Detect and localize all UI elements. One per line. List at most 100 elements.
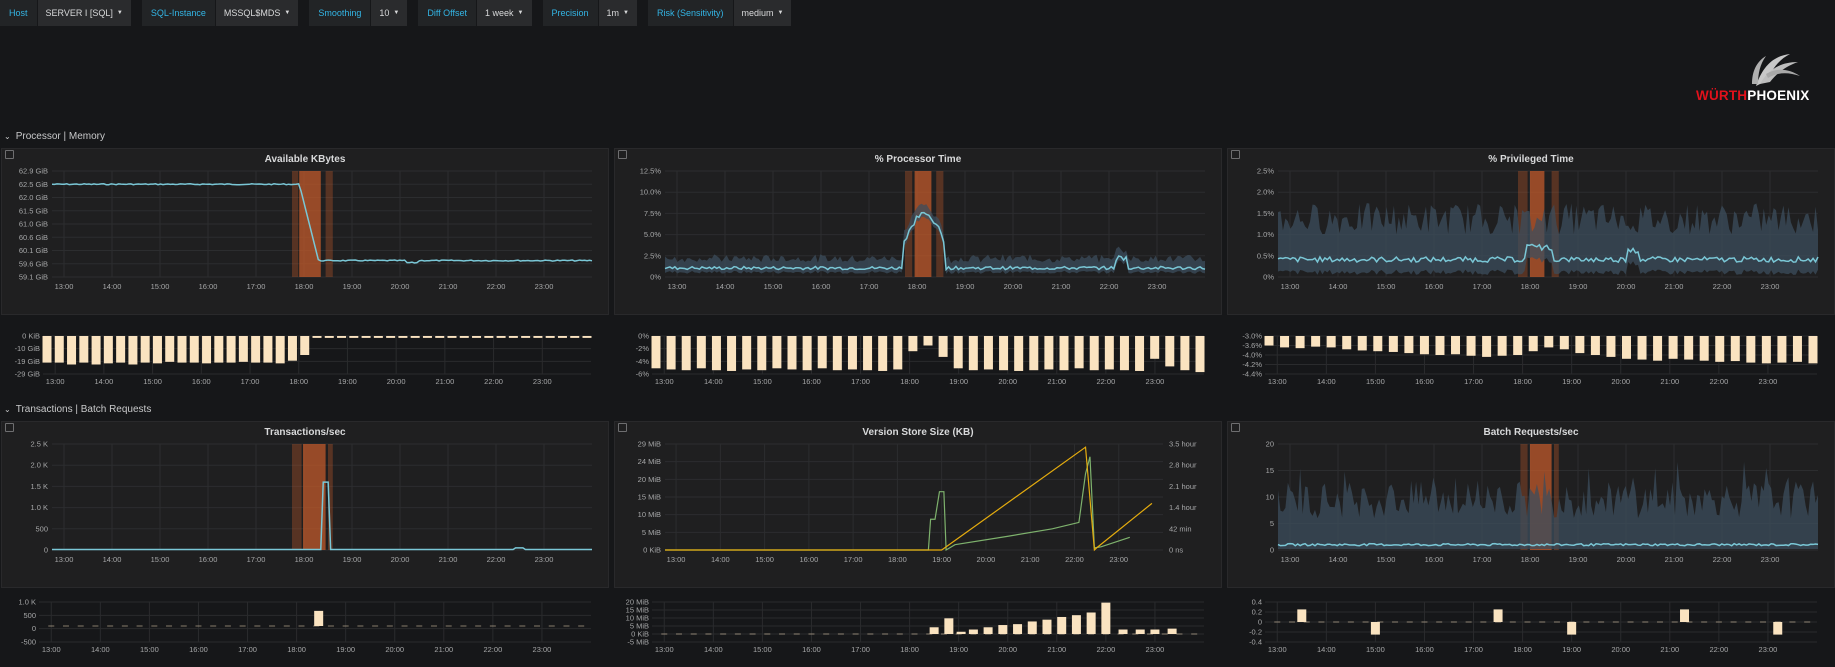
panel-version-store-size: Version Store Size (KB) 29 MiB 24 MiB 20 M… (614, 421, 1222, 588)
diff-bar (944, 618, 954, 634)
chevron-down-icon: ⌄ (4, 405, 11, 414)
y-tick-label: 20 (1266, 440, 1274, 449)
diff-y-tick-label: 0.4 (1252, 598, 1262, 607)
panel-menu-icon[interactable] (5, 150, 14, 159)
x-tick-label: 14:00 (1329, 555, 1348, 564)
row-header-transactions[interactable]: ⌄ Transactions | Batch Requests (4, 404, 151, 415)
diff-bar (226, 336, 236, 363)
diff-bar (757, 336, 767, 371)
variable-dropdown[interactable]: SERVER I [SQL] ▼ (37, 0, 132, 26)
diff-bar (1102, 633, 1109, 635)
variable-dropdown[interactable]: 1m ▼ (598, 0, 638, 26)
y-tick-label: 5 MiB (642, 528, 661, 537)
diff-bar (251, 336, 261, 363)
diff-bar (863, 336, 873, 371)
diff-bar (1497, 336, 1507, 356)
caret-down-icon: ▼ (777, 10, 784, 16)
variable-dropdown[interactable]: MSSQL$MDS ▼ (215, 0, 300, 26)
diff-bar (103, 336, 113, 364)
diff-bar (1680, 609, 1690, 622)
diff-bar (772, 336, 782, 369)
diff-bar (283, 625, 290, 627)
diff-bar (1653, 336, 1663, 361)
x-tick-label: 20:00 (998, 645, 1017, 654)
diff-bar (1804, 621, 1811, 623)
diff-bar (1167, 628, 1177, 634)
x-tick-label: 18:00 (900, 645, 919, 654)
x-tick-label: 15:00 (140, 645, 159, 654)
x-tick-label: 20:00 (1617, 282, 1636, 291)
variable-diff-offset[interactable]: Diff Offset 1 week ▼ (418, 0, 533, 26)
variable-dropdown[interactable]: 10 ▼ (371, 0, 409, 26)
y-tick-label: 24 MiB (638, 457, 661, 466)
x-tick-label: 22:00 (1713, 555, 1732, 564)
diff-bar (742, 336, 752, 370)
variable-precision[interactable]: Precision 1m ▼ (542, 0, 638, 26)
diff-y-tick-label: -19 GiB (15, 357, 40, 366)
x-tick-label: 17:00 (1464, 645, 1483, 654)
row-header-processor-memory[interactable]: ⌄ Processor | Memory (4, 131, 105, 142)
panel-title: % Privileged Time (1488, 154, 1574, 165)
panel-menu-icon[interactable] (1231, 423, 1240, 432)
y2-tick-label: 2.1 hour (1169, 482, 1197, 491)
diff-bar (79, 336, 89, 363)
x-tick-label: 13:00 (655, 645, 674, 654)
diff-bar (1014, 336, 1024, 371)
diff-bar (837, 633, 844, 635)
diff-bar (1406, 621, 1413, 623)
x-tick-label: 13:00 (668, 282, 687, 291)
panel-menu-icon[interactable] (618, 423, 627, 432)
diff-bar (42, 336, 52, 363)
diff-bar (727, 336, 737, 371)
diff-bar (578, 625, 585, 627)
variable-risk[interactable]: Risk (Sensitivity) medium ▼ (647, 0, 793, 26)
y-tick-label: 5 (1270, 519, 1274, 528)
diff-bar (570, 336, 580, 338)
anomaly-region (325, 171, 333, 277)
main-chart: 2.5 K 2.0 K 1.5 K 1.0 K 500 0 13:00 14:00 15:00 1… (30, 440, 592, 564)
diff-bar (1333, 621, 1340, 623)
diff-bar (504, 625, 511, 627)
x-tick-label: 21:00 (1665, 555, 1684, 564)
series-line (665, 456, 1130, 552)
diff-bar (1370, 622, 1380, 635)
logo-wordmark: WÜRTHPHOENIX (1696, 88, 1809, 103)
variable-dropdown[interactable]: medium ▼ (733, 0, 793, 26)
variable-host[interactable]: Host SERVER I [SQL] ▼ (0, 0, 132, 26)
diff-bar (1180, 336, 1190, 371)
diff-bar (787, 336, 797, 370)
diff-bar (720, 633, 727, 635)
y2-tick-label: 2.8 hour (1169, 461, 1197, 470)
panel-menu-icon[interactable] (5, 423, 14, 432)
variable-smoothing[interactable]: Smoothing 10 ▼ (309, 0, 409, 26)
variable-sql-instance[interactable]: SQL-Instance MSSQL$MDS ▼ (141, 0, 300, 26)
diff-bar (1059, 336, 1069, 371)
row-title: Transactions | Batch Requests (15, 404, 152, 415)
x-tick-label: 13:00 (1268, 645, 1287, 654)
variable-dropdown[interactable]: 1 week ▼ (477, 0, 533, 26)
y-tick-label: 15 (1266, 466, 1274, 475)
diff-bar (1699, 336, 1709, 361)
diff-bar (983, 627, 993, 634)
x-tick-label: 13:00 (55, 555, 74, 564)
diff-bar (300, 336, 310, 355)
diff-bar (1567, 622, 1577, 635)
diff-bar (1435, 336, 1445, 355)
diff-bar (666, 336, 676, 370)
x-tick-label: 19:00 (949, 645, 968, 654)
diff-bar (1176, 633, 1183, 635)
diff-y-tick-label: 0.2 (1252, 608, 1262, 617)
diff-bar (1668, 336, 1678, 359)
diff-bar (189, 336, 199, 363)
gridlines (665, 443, 1163, 551)
chevron-down-icon: ⌄ (4, 132, 11, 141)
x-tick-label: 23:00 (1146, 645, 1165, 654)
diff-bar (484, 336, 494, 338)
diff-bar (1135, 629, 1145, 634)
panel-menu-icon[interactable] (1231, 150, 1240, 159)
caret-down-icon: ▼ (116, 10, 123, 16)
panel-menu-icon[interactable] (618, 150, 627, 159)
x-tick-label: 23:00 (1148, 282, 1167, 291)
diff-bar (1104, 336, 1114, 370)
diff-bar (1029, 633, 1036, 635)
